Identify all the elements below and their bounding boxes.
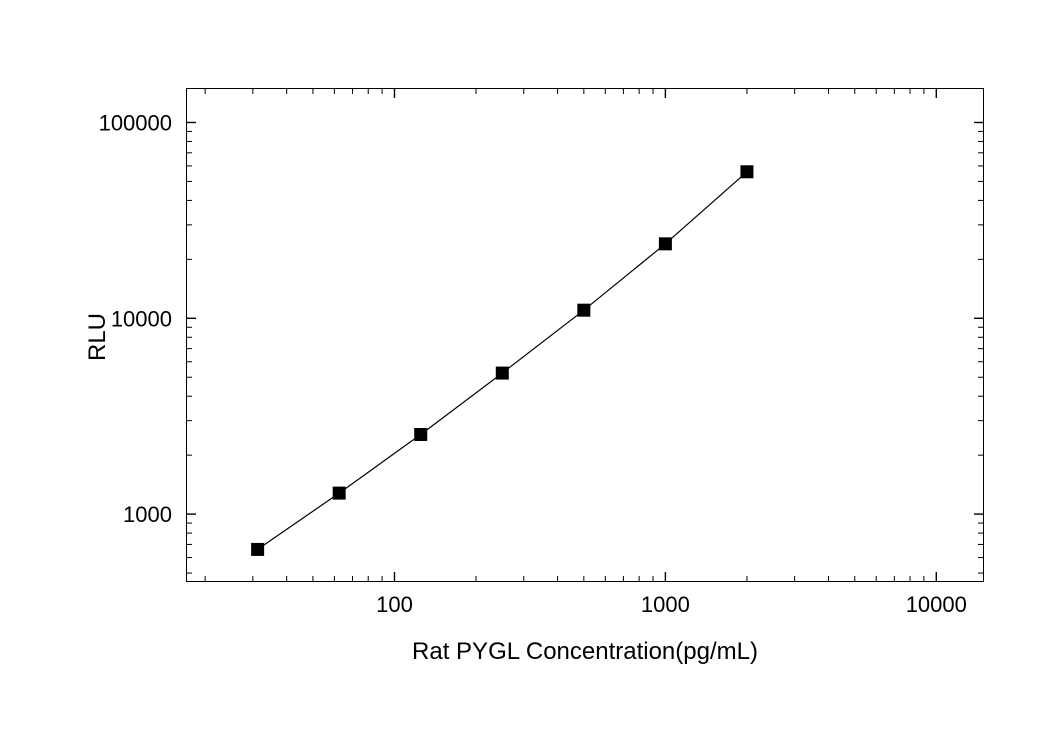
data-point xyxy=(252,543,264,555)
chart-svg: 100 1000 10000 1000 10000 100000 xyxy=(0,0,1060,744)
data-point xyxy=(333,487,345,499)
x-tick-label: 100 xyxy=(376,592,413,617)
y-tick-label: 1000 xyxy=(123,502,172,527)
data-point xyxy=(578,304,590,316)
y-tick-label: 100000 xyxy=(99,110,172,135)
y-tick-label: 10000 xyxy=(111,306,172,331)
x-tick-label: 10000 xyxy=(906,592,967,617)
data-point xyxy=(741,166,753,178)
data-point xyxy=(496,367,508,379)
data-point xyxy=(659,238,671,250)
series-line xyxy=(258,172,747,550)
x-tick-label: 1000 xyxy=(641,592,690,617)
figure: Rat PYGL Concentration(pg/mL) RLU 100100… xyxy=(0,0,1060,744)
data-point xyxy=(415,428,427,440)
